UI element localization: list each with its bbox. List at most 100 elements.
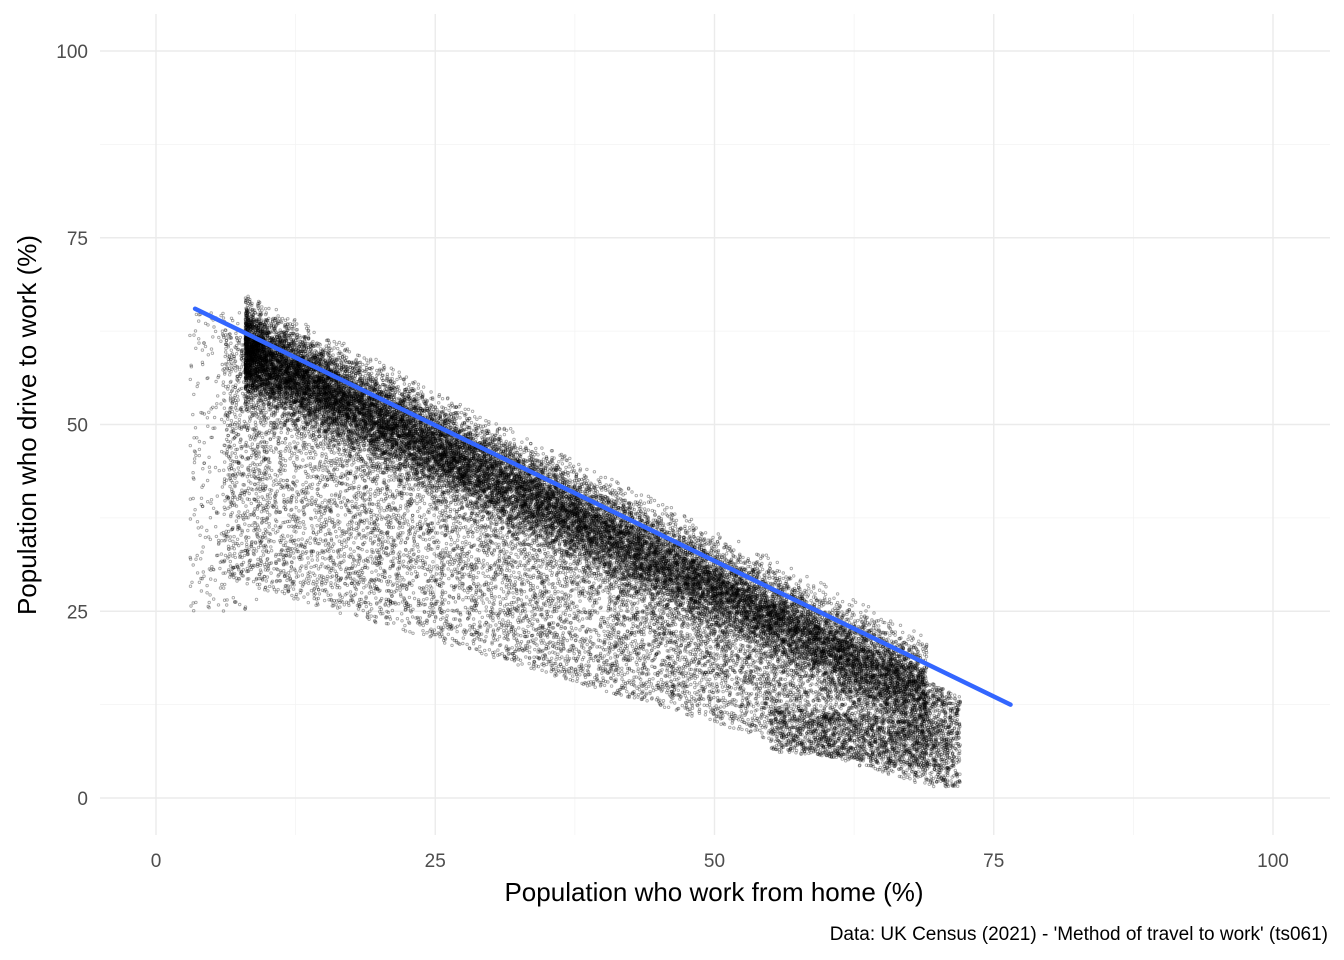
data-point	[864, 673, 869, 677]
data-point	[601, 548, 605, 552]
data-point	[392, 470, 396, 474]
data-point	[811, 637, 816, 641]
data-point	[265, 362, 269, 366]
data-point	[609, 536, 614, 540]
data-point	[853, 600, 858, 604]
data-point	[592, 470, 597, 474]
data-point	[294, 398, 298, 402]
data-point	[414, 453, 418, 457]
data-point	[446, 458, 451, 462]
data-point	[499, 450, 503, 454]
data-point	[751, 571, 756, 575]
data-point	[254, 344, 258, 348]
data-point	[512, 437, 516, 442]
data-point	[255, 348, 259, 353]
data-point	[724, 552, 729, 556]
data-point	[613, 522, 618, 526]
data-point	[260, 334, 265, 339]
data-point	[337, 340, 342, 345]
data-point	[877, 624, 881, 628]
data-point	[252, 366, 256, 370]
data-point	[324, 387, 328, 391]
data-point	[684, 519, 689, 523]
data-point	[765, 611, 769, 616]
data-point	[824, 585, 828, 589]
data-point	[306, 325, 310, 329]
data-point	[327, 391, 331, 395]
data-point	[281, 365, 285, 369]
data-point	[876, 675, 881, 679]
data-point	[713, 566, 717, 570]
data-point	[406, 456, 410, 460]
data-point	[567, 465, 571, 469]
grid	[100, 14, 1330, 835]
data-point	[395, 377, 399, 382]
data-point	[646, 508, 651, 512]
data-point	[383, 432, 388, 437]
data-point	[336, 346, 340, 351]
data-point	[879, 617, 883, 622]
data-point	[776, 615, 780, 620]
data-point	[835, 648, 839, 652]
data-point	[247, 351, 251, 355]
data-point	[368, 419, 372, 423]
data-point	[272, 376, 276, 380]
data-point	[847, 603, 851, 607]
data-point	[607, 587, 612, 591]
data-point	[566, 474, 571, 478]
data-point	[349, 402, 353, 406]
data-point	[519, 477, 524, 481]
data-point	[634, 493, 638, 498]
data-point	[821, 590, 825, 594]
data-point	[534, 491, 538, 495]
data-point	[321, 403, 325, 407]
data-point	[284, 381, 289, 385]
data-point	[586, 479, 590, 483]
data-point	[577, 462, 581, 467]
data-point	[711, 535, 715, 540]
data-point	[382, 383, 386, 387]
data-point	[852, 657, 856, 661]
data-point	[649, 496, 653, 501]
data-point	[859, 614, 863, 619]
data-point	[754, 609, 759, 613]
data-point	[655, 526, 659, 530]
data-point	[820, 619, 824, 623]
data-point	[416, 386, 421, 390]
data-point	[385, 394, 389, 399]
data-point	[843, 635, 847, 639]
data-point	[263, 307, 268, 311]
data-point	[546, 484, 551, 489]
data-point	[484, 419, 488, 423]
data-point	[498, 499, 502, 503]
data-point	[265, 355, 269, 359]
data-point	[559, 551, 564, 555]
data-point	[704, 595, 708, 599]
data-point	[366, 361, 370, 365]
data-point	[540, 446, 544, 450]
data-point	[895, 682, 899, 686]
data-point	[347, 350, 352, 354]
data-point	[360, 401, 364, 405]
data-point	[760, 567, 765, 572]
data-point	[585, 467, 589, 472]
data-point	[429, 390, 433, 394]
data-point	[388, 489, 392, 493]
data-point	[429, 430, 433, 435]
data-point	[404, 375, 409, 379]
data-point	[783, 650, 787, 654]
data-point	[591, 521, 595, 525]
data-point	[547, 525, 551, 529]
data-point	[691, 523, 695, 527]
data-point	[562, 516, 566, 521]
data-point	[832, 596, 836, 600]
data-point	[387, 396, 391, 400]
data-point	[901, 630, 905, 635]
data-point	[414, 437, 418, 441]
data-point	[360, 362, 365, 367]
data-point	[486, 442, 491, 446]
data-point	[560, 462, 565, 466]
data-point	[648, 572, 653, 576]
data-point	[559, 506, 563, 510]
